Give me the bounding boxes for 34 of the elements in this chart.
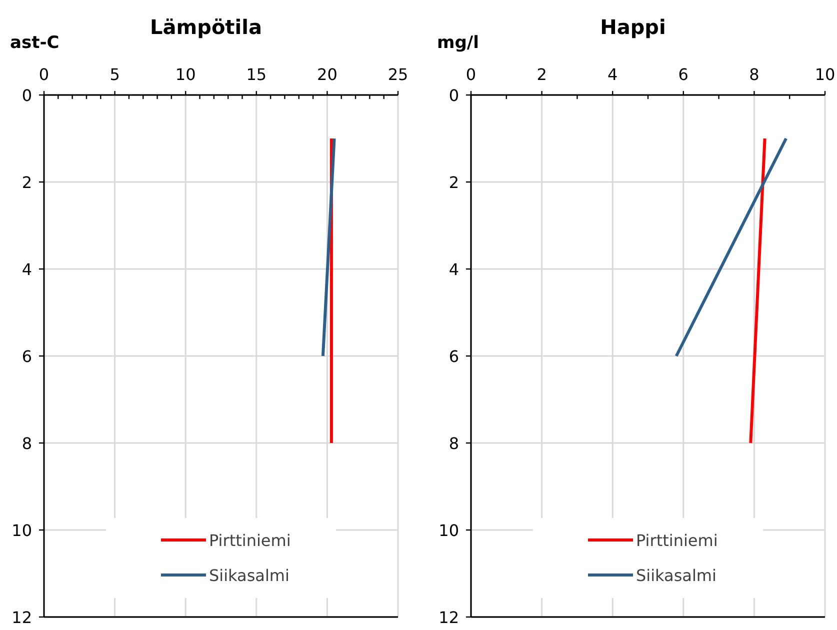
x-axis-title: mg/l	[437, 33, 479, 53]
y-tick-label: 0	[22, 86, 32, 105]
y-tick-label: 8	[22, 434, 32, 453]
x-tick-label: 4	[608, 65, 618, 84]
y-tick-label: 2	[448, 173, 459, 192]
y-tick-label: 4	[22, 260, 32, 279]
chart-title: Happi	[600, 15, 666, 39]
y-tick-label: 10	[438, 521, 459, 540]
x-tick-label: 15	[246, 65, 267, 84]
legend-label: Siikasalmi	[636, 566, 716, 585]
y-tick-label: 8	[448, 434, 459, 453]
x-axis-title: ast-C	[10, 33, 60, 53]
y-tick-label: 2	[22, 173, 32, 192]
x-tick-label: 10	[175, 65, 196, 84]
x-tick-label: 6	[678, 65, 688, 84]
x-tick-label: 0	[38, 65, 50, 84]
legend-label: Pirttiniemi	[636, 531, 718, 550]
y-tick-label: 12	[12, 608, 32, 627]
legend-label: Siikasalmi	[209, 566, 290, 585]
x-tick-label: 2	[536, 65, 547, 84]
x-tick-label: 0	[466, 65, 476, 84]
x-tick-label: 25	[388, 65, 408, 84]
x-tick-label: 20	[317, 65, 338, 84]
x-tick-label: 5	[110, 65, 120, 84]
y-tick-label: 10	[12, 521, 32, 540]
y-tick-label: 4	[448, 260, 459, 279]
y-tick-label: 12	[438, 608, 459, 627]
chart-title: Lämpötila	[150, 15, 262, 39]
legend-label: Pirttiniemi	[209, 531, 291, 550]
y-tick-label: 0	[448, 86, 459, 105]
y-tick-label: 6	[22, 347, 32, 366]
x-tick-label: 10	[814, 65, 836, 84]
y-tick-label: 6	[448, 347, 459, 366]
x-tick-label: 8	[749, 65, 760, 84]
